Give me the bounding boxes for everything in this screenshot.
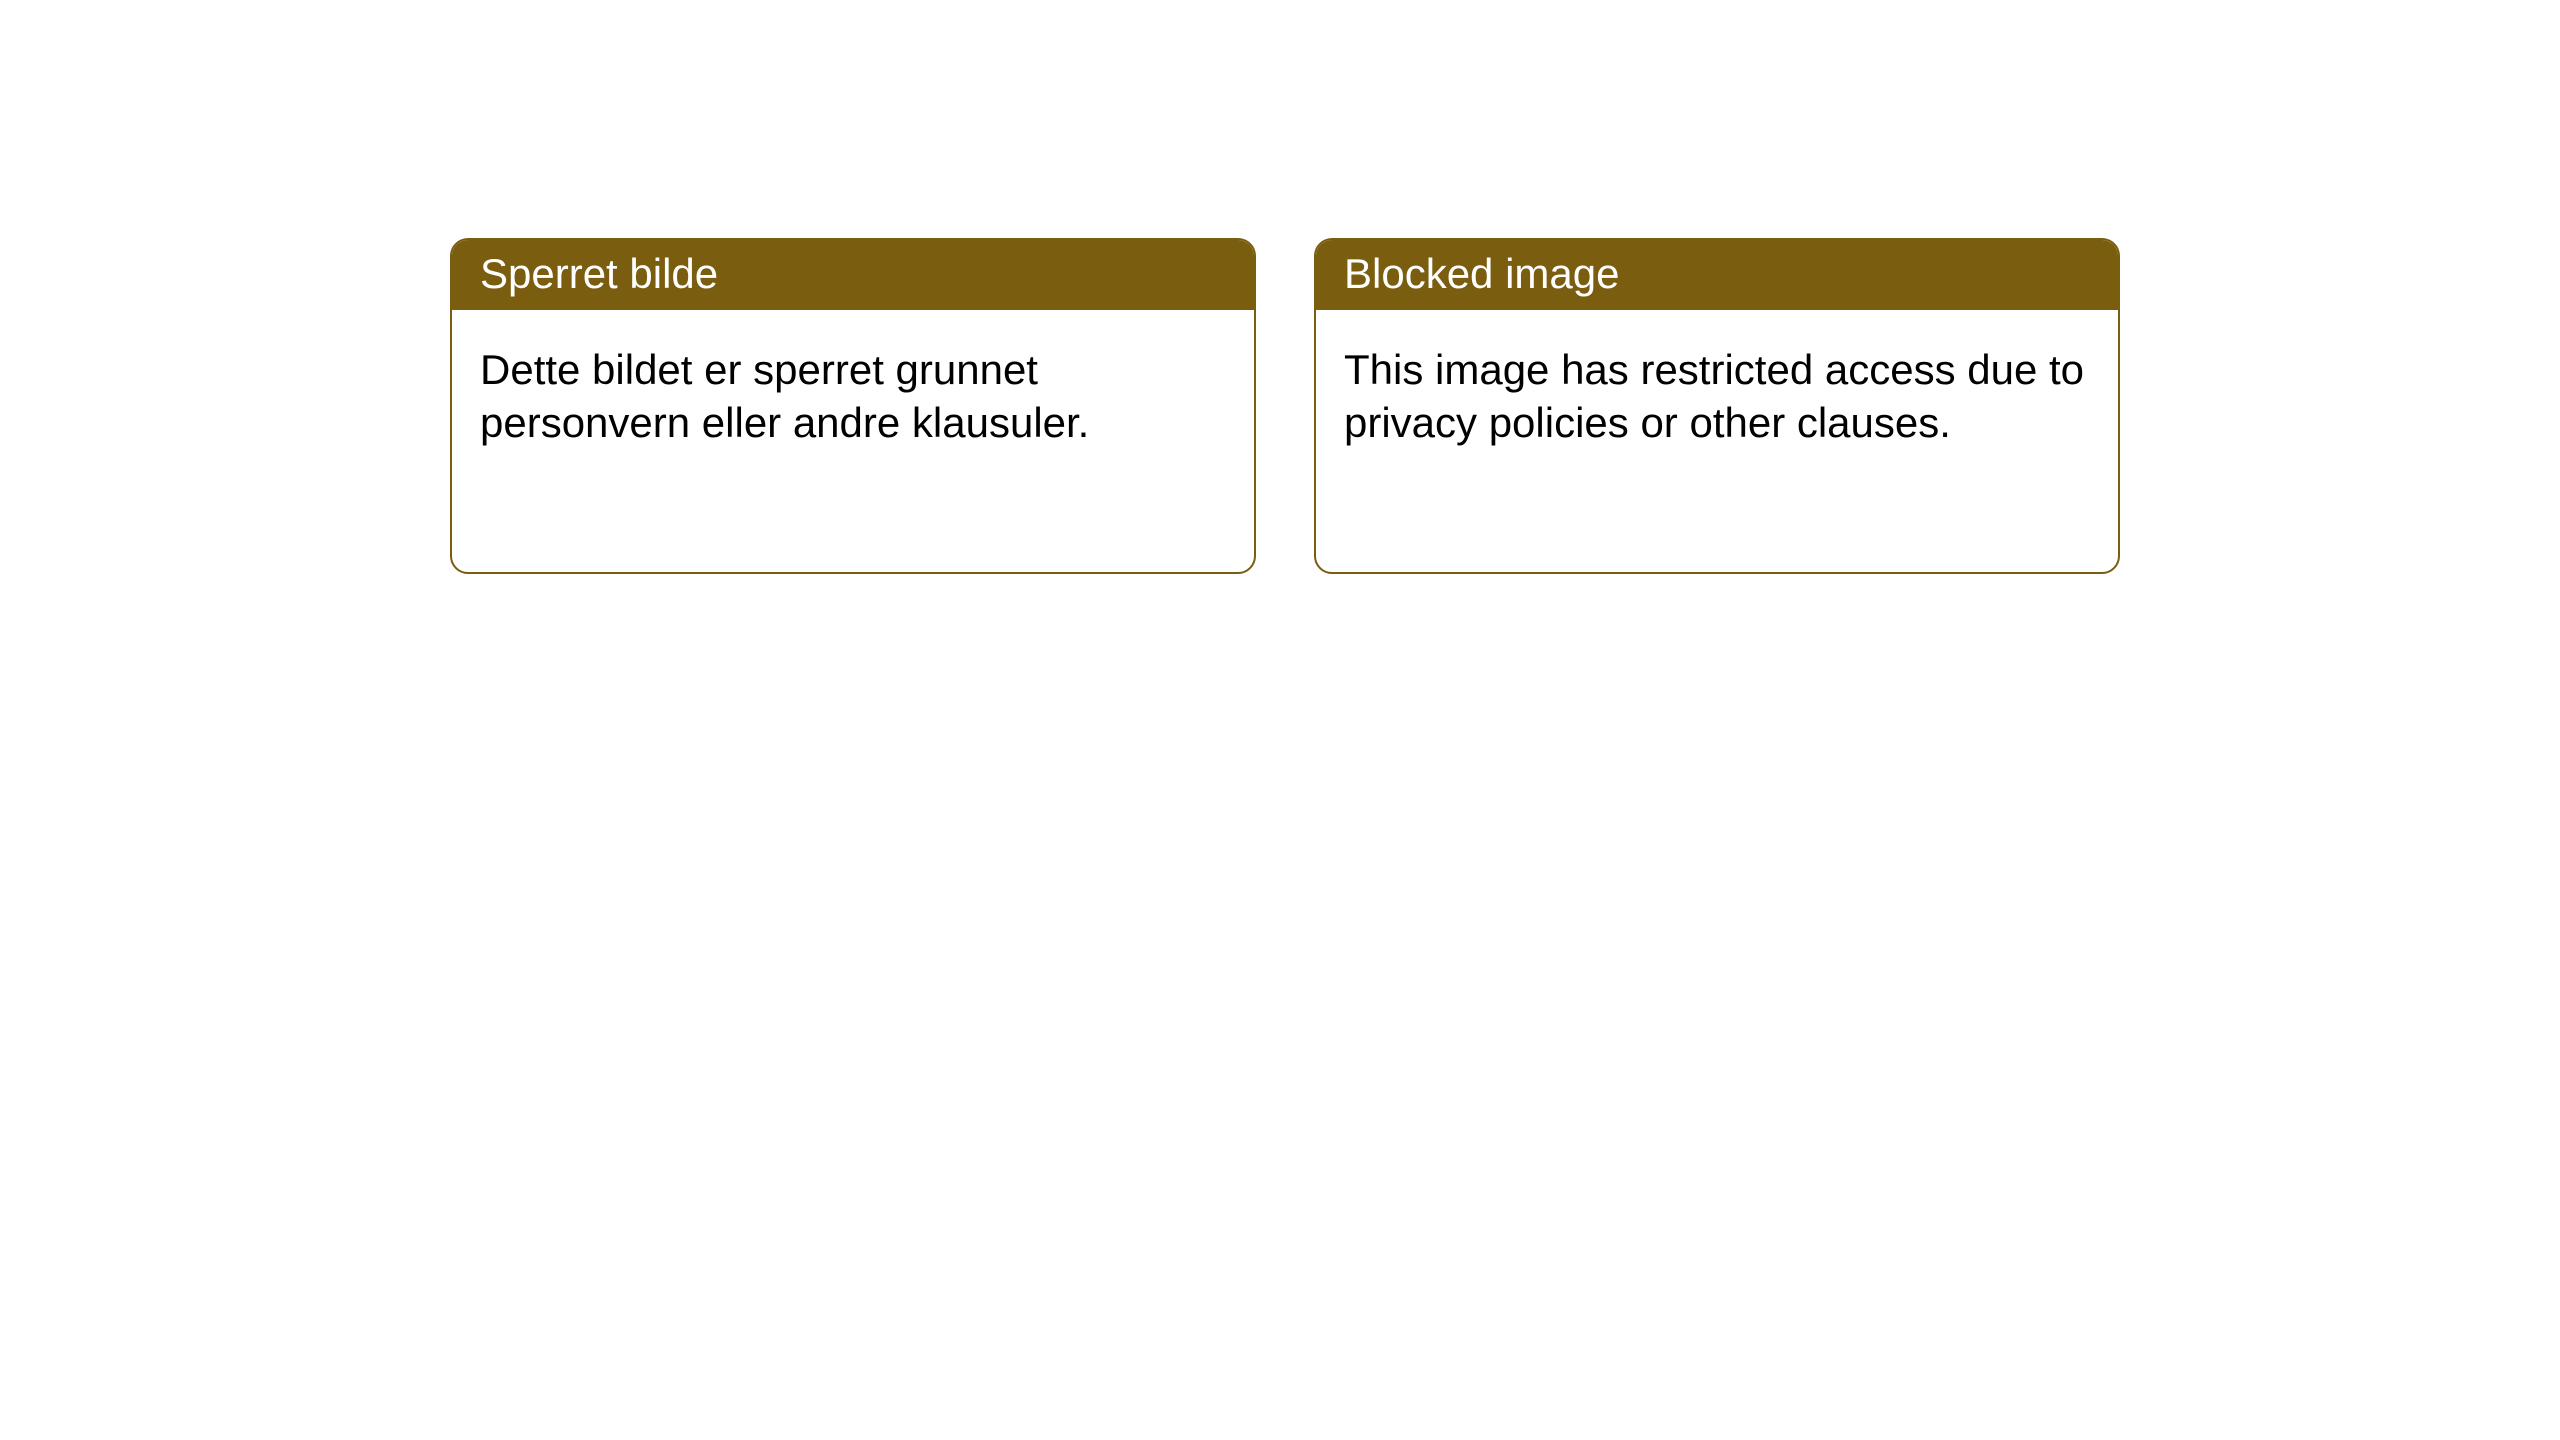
- notice-body-no: Dette bildet er sperret grunnet personve…: [452, 310, 1254, 483]
- blocked-image-notice-card-no: Sperret bilde Dette bildet er sperret gr…: [450, 238, 1256, 574]
- blocked-image-notice-container: Sperret bilde Dette bildet er sperret gr…: [450, 238, 2560, 574]
- notice-body-en: This image has restricted access due to …: [1316, 310, 2118, 483]
- notice-title-no: Sperret bilde: [452, 240, 1254, 310]
- notice-title-en: Blocked image: [1316, 240, 2118, 310]
- blocked-image-notice-card-en: Blocked image This image has restricted …: [1314, 238, 2120, 574]
